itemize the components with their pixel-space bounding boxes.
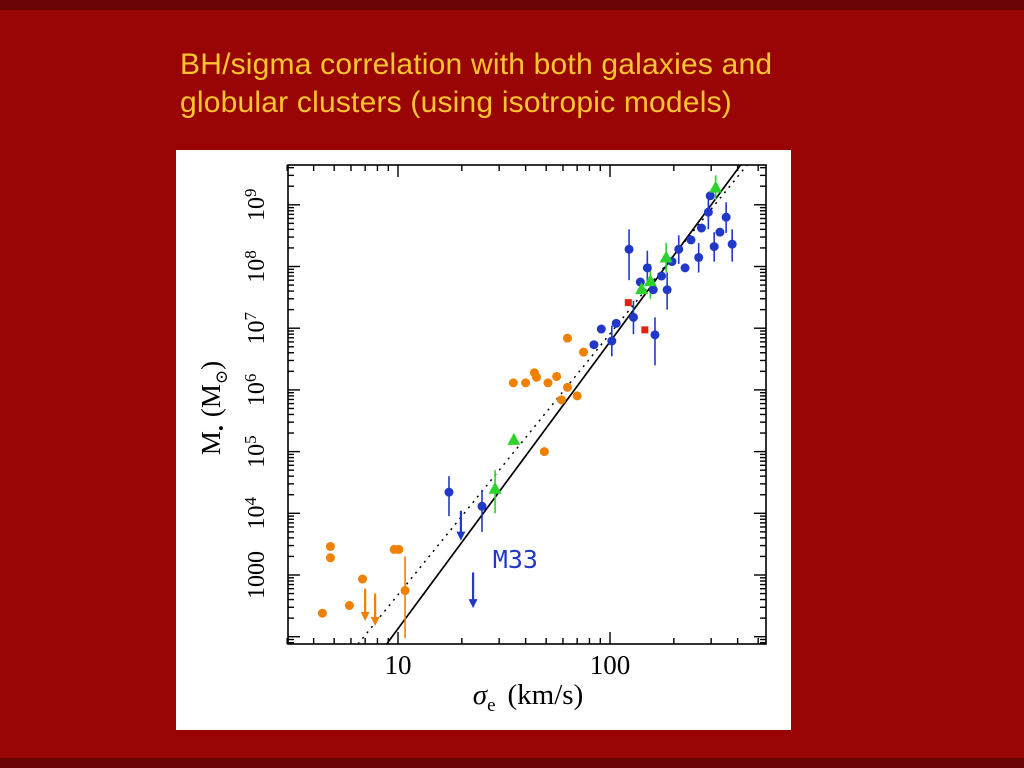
upper-limit-arrow bbox=[468, 572, 478, 609]
galaxies-blue-point bbox=[686, 235, 696, 245]
globular-clusters-orange-point bbox=[325, 541, 335, 551]
x-axis-label: σe (km/s) bbox=[473, 679, 583, 716]
annotation-m33: M33 bbox=[493, 545, 538, 574]
globular-clusters-orange-point bbox=[394, 544, 404, 554]
triangles-green-point bbox=[507, 432, 521, 445]
globular-clusters-orange-point bbox=[531, 372, 541, 382]
bottom-edge-band bbox=[0, 758, 1024, 768]
globular-clusters-orange-point bbox=[508, 378, 518, 388]
slide-title: BH/sigma correlation with both galaxies … bbox=[180, 46, 900, 122]
galaxies-blue-point bbox=[703, 207, 713, 217]
globular-clusters-orange-point bbox=[572, 391, 582, 401]
galaxies-blue-point bbox=[674, 244, 684, 254]
fit-line-solid bbox=[385, 164, 742, 645]
galaxies-blue-point bbox=[727, 239, 737, 249]
y-tick-label: 107 bbox=[241, 311, 270, 344]
globular-clusters-orange-point bbox=[317, 608, 327, 618]
galaxies-blue-point bbox=[642, 263, 652, 273]
galaxies-blue-point bbox=[607, 336, 617, 346]
galaxies-blue-point bbox=[444, 487, 454, 497]
galaxies-blue-point bbox=[705, 191, 715, 201]
globular-clusters-orange-point bbox=[562, 333, 572, 343]
triangles-green-point bbox=[709, 180, 723, 193]
galaxies-blue-point bbox=[624, 244, 634, 254]
galaxies-blue-point bbox=[662, 285, 672, 295]
galaxies-blue-point bbox=[596, 324, 606, 334]
y-tick-label: 105 bbox=[241, 435, 270, 468]
galaxies-blue-point bbox=[715, 227, 725, 237]
x-tick-label: 100 bbox=[590, 650, 631, 680]
galaxies-blue-point bbox=[611, 318, 621, 328]
y-tick-label: 104 bbox=[241, 497, 270, 530]
galaxies-blue-point bbox=[650, 330, 660, 340]
error-bars bbox=[404, 175, 733, 639]
squares-red-point bbox=[624, 299, 632, 307]
galaxies-blue-point bbox=[721, 212, 731, 222]
y-tick-label: 106 bbox=[241, 374, 270, 407]
globular-clusters-orange-point bbox=[579, 347, 589, 357]
upper-limit-arrow bbox=[360, 588, 370, 621]
globular-clusters-orange-point bbox=[357, 574, 367, 584]
x-tick-label: 10 bbox=[385, 650, 412, 680]
galaxies-blue-point bbox=[477, 501, 487, 511]
galaxies-blue-point bbox=[696, 223, 706, 233]
y-tick-label: 1000 bbox=[244, 551, 270, 599]
upper-limit-arrow bbox=[370, 593, 380, 626]
triangles-green-point bbox=[643, 274, 657, 287]
squares-red-point bbox=[641, 326, 649, 334]
globular-clusters-orange-point bbox=[400, 586, 410, 596]
y-axis-label: M•(M⊙) bbox=[196, 361, 231, 455]
galaxies-blue-point bbox=[680, 263, 690, 273]
top-edge-band bbox=[0, 0, 1024, 10]
galaxies-blue-point bbox=[648, 285, 658, 295]
globular-clusters-orange-point bbox=[344, 601, 354, 611]
m-sigma-scatter-chart: M33 10 100 1000 104 105 106 107 108 109 σe (km/s) M•… bbox=[196, 164, 767, 716]
triangles-green-point bbox=[659, 250, 673, 263]
globular-clusters-orange-point bbox=[556, 395, 566, 405]
title-line-1: BH/sigma correlation with both galaxies … bbox=[180, 48, 773, 81]
galaxies-blue-point bbox=[628, 312, 638, 322]
globular-clusters-orange-point bbox=[562, 382, 572, 392]
galaxies-blue-point bbox=[694, 252, 704, 262]
globular-clusters-orange-point bbox=[521, 378, 531, 388]
globular-clusters-orange-point bbox=[539, 447, 549, 457]
fit-line-dotted bbox=[357, 164, 748, 645]
plot-frame bbox=[287, 164, 767, 645]
triangles-green-point bbox=[488, 481, 502, 494]
galaxies-blue-point bbox=[589, 340, 599, 350]
figure-panel: M33 10 100 1000 104 105 106 107 108 109 σe (km/s) M•… bbox=[176, 150, 791, 730]
y-tick-label: 109 bbox=[241, 189, 270, 222]
galaxies-blue-point bbox=[657, 271, 667, 281]
globular-clusters-orange-point bbox=[552, 371, 562, 381]
triangles-green-point bbox=[635, 282, 649, 295]
title-line-2: globular clusters (using isotropic model… bbox=[180, 86, 732, 119]
globular-clusters-orange-point bbox=[325, 553, 335, 563]
globular-clusters-orange-point bbox=[543, 378, 553, 388]
y-tick-label: 108 bbox=[241, 250, 270, 283]
upper-limit-arrow bbox=[456, 510, 466, 541]
galaxies-blue-point bbox=[709, 242, 719, 252]
data-points bbox=[317, 180, 737, 618]
